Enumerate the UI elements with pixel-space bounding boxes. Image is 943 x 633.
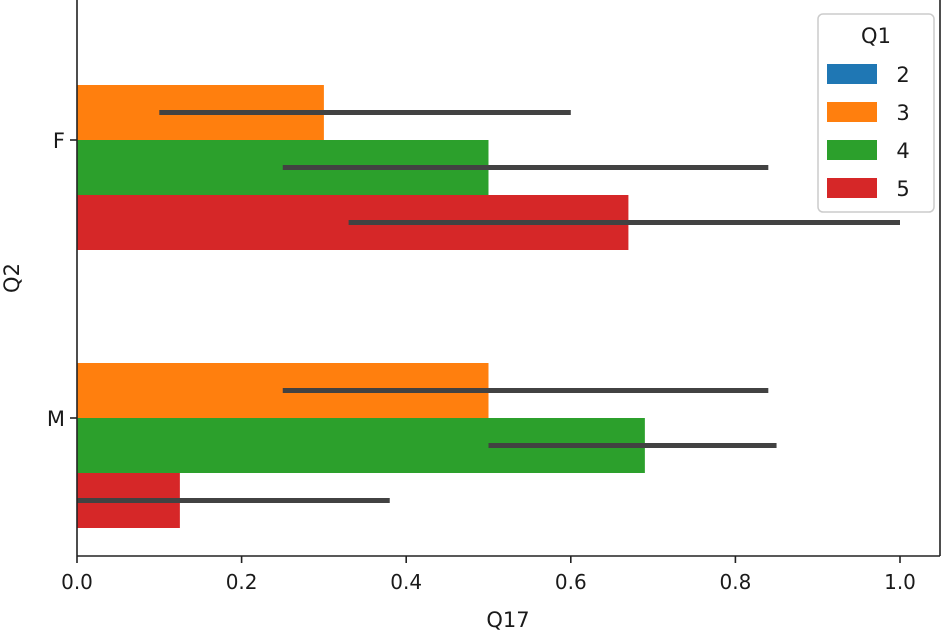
legend-items: 2 3 4 5 bbox=[827, 63, 910, 201]
legend-swatch bbox=[827, 178, 877, 198]
legend-label: 5 bbox=[896, 177, 909, 201]
legend-swatch bbox=[827, 140, 877, 160]
x-tick-label: 0.8 bbox=[719, 570, 751, 594]
x-axis-ticks: 0.0 0.2 0.4 0.6 0.8 1.0 bbox=[61, 556, 916, 594]
x-tick-label: 0.0 bbox=[61, 570, 93, 594]
y-axis-label: Q2 bbox=[0, 263, 24, 293]
x-tick-label: 0.6 bbox=[555, 570, 587, 594]
legend-label: 4 bbox=[896, 139, 909, 163]
legend-swatch bbox=[827, 64, 877, 84]
legend-swatch bbox=[827, 102, 877, 122]
x-axis-label: Q17 bbox=[486, 608, 529, 632]
plot-area: 0.0 0.2 0.4 0.6 0.8 1.0 FM bbox=[47, 0, 941, 594]
x-tick-label: 0.2 bbox=[226, 570, 258, 594]
axes-spines bbox=[76, 0, 941, 557]
legend: Q1 2 3 4 5 bbox=[817, 13, 935, 213]
legend-label: 2 bbox=[896, 63, 909, 87]
y-tick-label: M bbox=[47, 407, 65, 431]
error-bars bbox=[77, 110, 900, 503]
x-tick-label: 1.0 bbox=[884, 570, 916, 594]
legend-label: 3 bbox=[896, 101, 909, 125]
y-axis-ticks: FM bbox=[47, 129, 77, 431]
x-tick-label: 0.4 bbox=[390, 570, 422, 594]
legend-title: Q1 bbox=[861, 24, 891, 48]
bars bbox=[77, 85, 645, 528]
y-tick-label: F bbox=[53, 129, 65, 153]
